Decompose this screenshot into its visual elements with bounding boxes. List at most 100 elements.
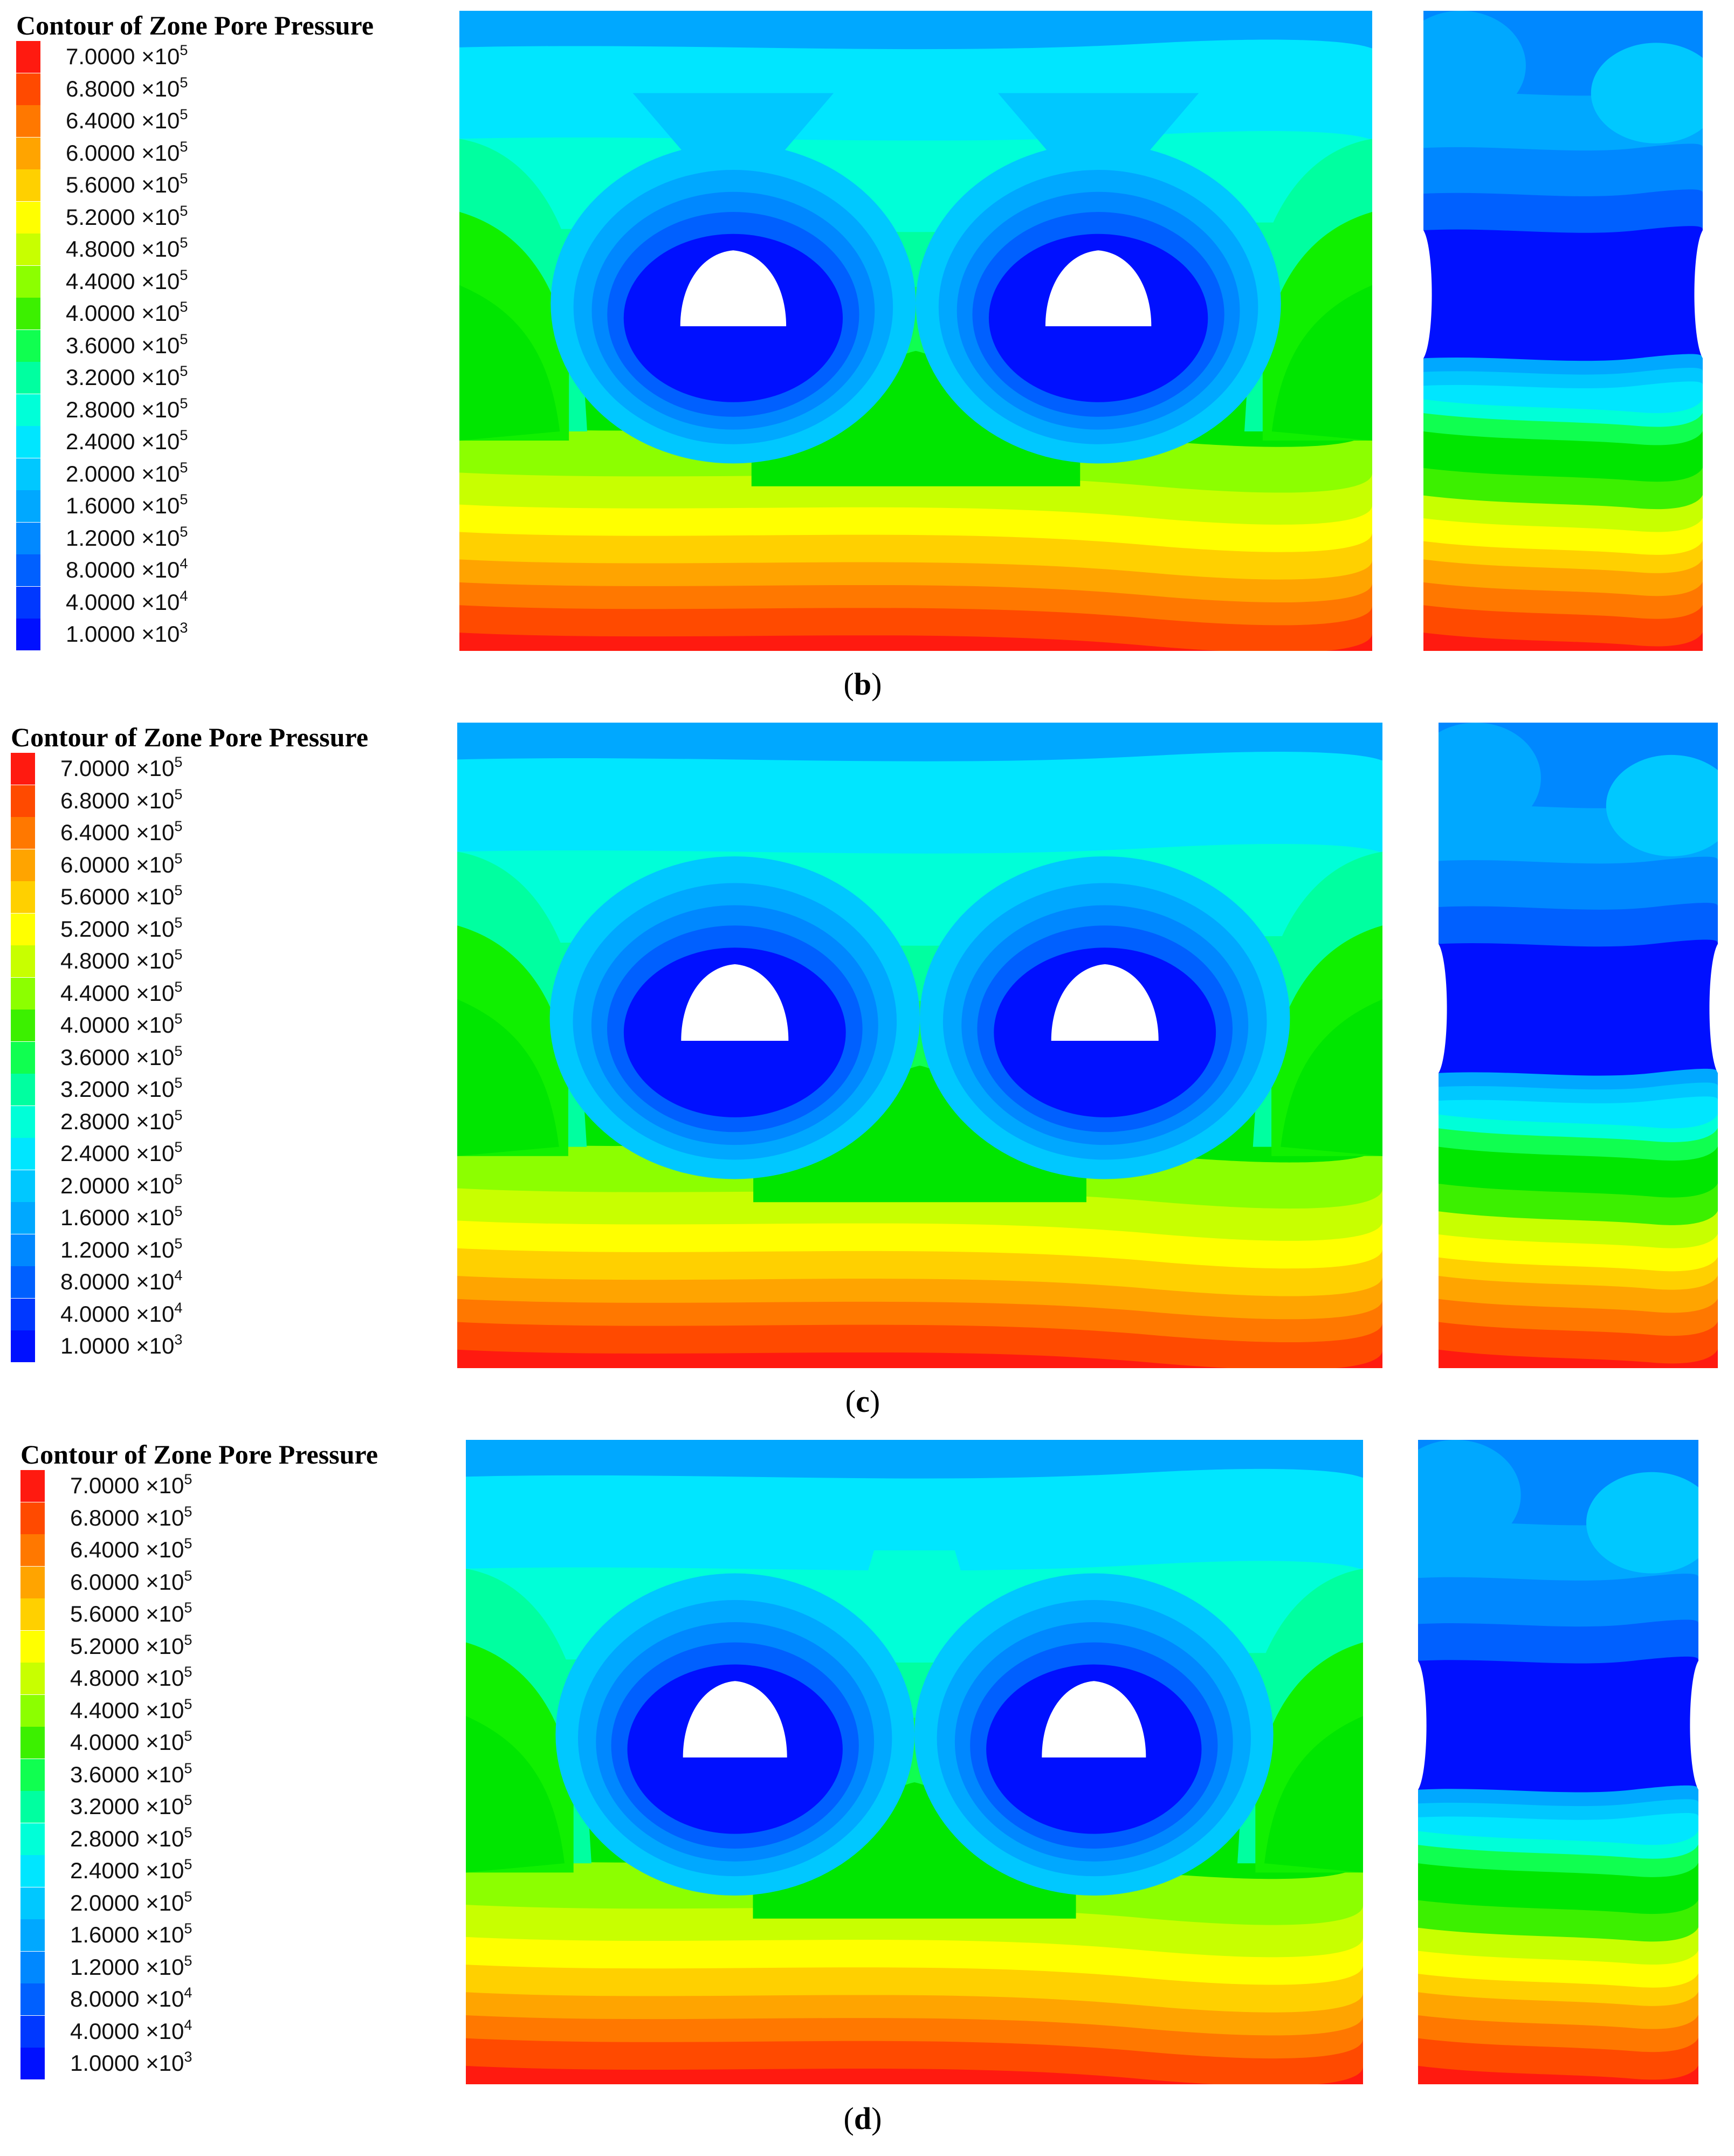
legend-exponent: 5 (184, 1471, 192, 1487)
legend-mantissa: 2.8000 (70, 1825, 140, 1851)
legend-exponent: 4 (184, 2016, 192, 2033)
legend-title: Contour of Zone Pore Pressure (20, 1439, 378, 1470)
legend-value: 4.4000 ×105 (60, 978, 183, 1006)
legend-value: 2.0000 ×105 (66, 460, 188, 486)
legend-exponent: 5 (180, 74, 188, 91)
legend-swatch (20, 1566, 45, 1598)
legend-multiplier: ×10 (139, 1537, 184, 1562)
legend-mantissa: 6.0000 (70, 1569, 140, 1595)
contour-band (753, 1045, 1086, 1203)
main-plot-container (466, 1440, 1363, 2084)
legend-value: 5.2000 ×105 (60, 915, 182, 942)
legend-multiplier: ×10 (139, 1761, 184, 1787)
legend-value: 4.0000 ×105 (60, 1012, 182, 1038)
legend-value: 2.4000 ×105 (70, 1857, 192, 1883)
panel-letter: b (854, 667, 872, 702)
contour-band (1418, 2065, 1698, 2084)
contour-band (466, 2065, 1363, 2084)
legend-entry: 1.6000 ×105 (11, 1202, 313, 1234)
legend-exponent: 4 (180, 587, 188, 604)
legend-swatch (20, 1951, 45, 1983)
legend-swatch (20, 1887, 45, 1919)
legend-swatch (20, 1919, 45, 1951)
legend-entry: 6.0000 ×105 (16, 137, 318, 169)
legend-mantissa: 4.8000 (70, 1665, 140, 1691)
legend-swatch (16, 73, 40, 105)
legend-entry: 3.2000 ×105 (11, 1074, 313, 1106)
legend-mantissa: 1.6000 (70, 1922, 140, 1947)
contour-band (457, 999, 559, 1156)
legend-swatch (16, 554, 40, 586)
legend-multiplier: ×10 (139, 1697, 184, 1723)
tunnel-cavity (680, 250, 787, 327)
legend-exponent: 5 (184, 1599, 192, 1616)
legend-value: 2.4000 ×105 (66, 428, 188, 454)
legend-mantissa: 5.2000 (70, 1633, 140, 1659)
legend-mantissa: 8.0000 (66, 557, 135, 582)
legend-value: 3.2000 ×105 (70, 1793, 192, 1819)
legend-swatch (11, 785, 35, 817)
contour-band (861, 1550, 968, 1624)
legend-exponent: 5 (174, 1042, 183, 1059)
legend-value: 5.6000 ×105 (70, 1599, 192, 1626)
legend-mantissa: 2.8000 (66, 396, 135, 422)
legend-value: 4.8000 ×105 (60, 947, 182, 973)
legend-multiplier: ×10 (139, 1729, 184, 1755)
legend-mantissa: 4.0000 (60, 1301, 130, 1327)
legend-exponent: 4 (184, 1985, 192, 2001)
side-contour-plot (1418, 1440, 1698, 2084)
legend-swatch (11, 1041, 35, 1074)
legend-mantissa: 3.6000 (60, 1044, 130, 1070)
legend-value: 4.0000 ×104 (66, 587, 188, 615)
legend-multiplier: ×10 (129, 756, 175, 781)
legend-value: 4.4000 ×105 (66, 267, 188, 294)
legend-entry: 2.0000 ×105 (11, 1170, 313, 1202)
legend-swatch (20, 1855, 45, 1887)
legend-multiplier: ×10 (135, 621, 180, 647)
legend-exponent: 5 (174, 978, 183, 995)
legend-swatch (11, 881, 35, 913)
legend-value: 6.0000 ×105 (60, 851, 182, 877)
legend-mantissa: 6.0000 (66, 140, 135, 166)
legend-value: 6.0000 ×105 (66, 139, 188, 166)
legend-mantissa: 1.0000 (60, 1333, 130, 1358)
legend-exponent: 5 (180, 491, 188, 507)
contour-band (1281, 999, 1382, 1156)
legend-mantissa: 3.2000 (60, 1076, 130, 1102)
legend-swatch (16, 458, 40, 490)
legend-swatch (11, 945, 35, 977)
legend-entry: 5.6000 ×105 (11, 881, 313, 913)
legend-swatch (20, 1823, 45, 1855)
panel-caption: (c) (845, 1384, 880, 1419)
contour-band (459, 285, 560, 441)
legend-value: 8.0000 ×104 (70, 1985, 192, 2011)
legend-exponent: 5 (174, 1203, 183, 1219)
contour-band (1439, 723, 1541, 834)
legend-swatch (20, 1727, 45, 1759)
legend-mantissa: 5.6000 (70, 1601, 140, 1626)
legend-exponent: 5 (174, 882, 183, 898)
legend-mantissa: 5.2000 (66, 204, 135, 230)
main-contour-plot (457, 723, 1382, 1368)
tunnel-cavity (1042, 1681, 1146, 1757)
legend-multiplier: ×10 (139, 1473, 184, 1498)
legend-mantissa: 5.6000 (66, 172, 135, 197)
legend-entry: 6.8000 ×105 (11, 785, 313, 817)
legend-exponent: 5 (174, 818, 183, 834)
legend-entry: 6.8000 ×105 (16, 73, 318, 105)
legend-swatch (16, 265, 40, 298)
side-plot-container (1418, 1440, 1698, 2084)
legend-entry: 3.2000 ×105 (20, 1791, 322, 1823)
legend-mantissa: 3.2000 (66, 365, 135, 390)
legend-swatch (20, 1983, 45, 2015)
legend-exponent: 5 (174, 754, 183, 770)
legend-multiplier: ×10 (139, 1922, 184, 1947)
tunnel-cavity (1439, 944, 1447, 1073)
legend-mantissa: 1.0000 (66, 621, 135, 647)
legend-value: 4.0000 ×105 (66, 300, 188, 326)
legend-value: 2.8000 ×105 (66, 396, 188, 422)
legend-multiplier: ×10 (139, 1825, 184, 1851)
legend-swatch (11, 1298, 35, 1330)
legend-mantissa: 2.0000 (66, 461, 135, 486)
legend-multiplier: ×10 (135, 461, 180, 486)
